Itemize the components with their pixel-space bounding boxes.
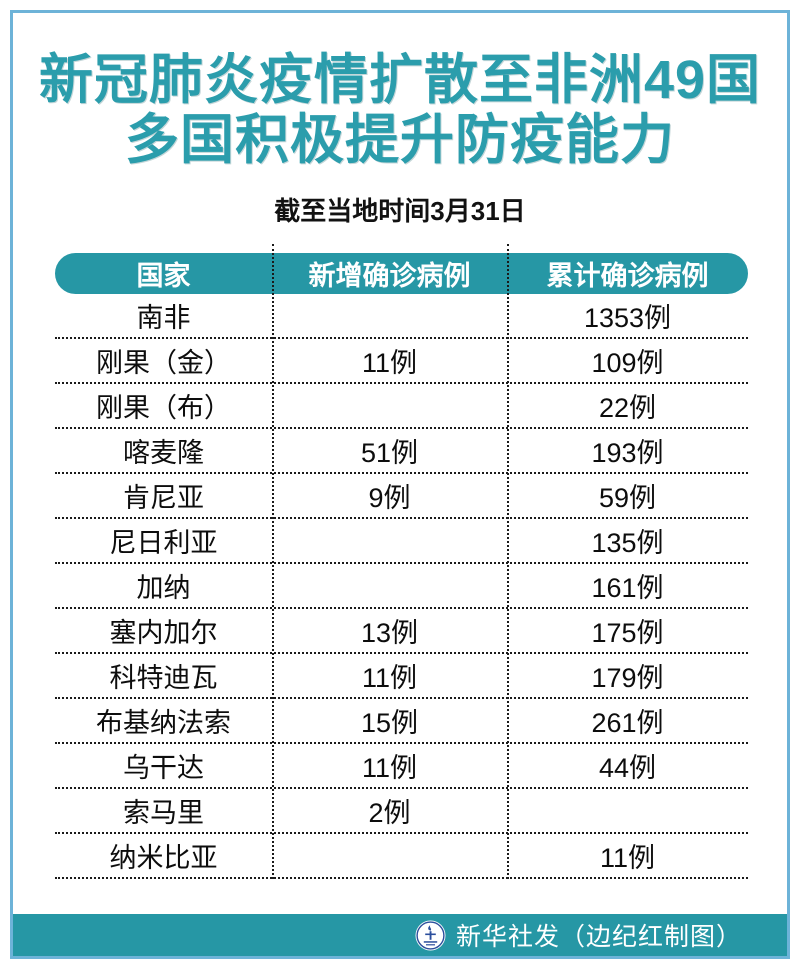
table-row: 布基纳法索 15例 261例 [55,699,748,744]
table-row: 科特迪瓦 11例 179例 [55,654,748,699]
page-title: 新冠肺炎疫情扩散至非洲49国 多国积极提升防疫能力 [0,50,800,170]
country-cell: 纳米比亚 [109,843,218,873]
country-cell: 科特迪瓦 [109,663,218,693]
country-cell: 刚果（布） [96,393,231,423]
new-cases-cell: 11例 [361,753,418,783]
country-cell: 南非 [136,303,191,333]
header-country: 国家 [136,261,191,291]
table-row: 索马里 2例 [55,789,748,834]
total-cases-cell: 22例 [598,393,657,423]
column-divider-2 [507,244,509,879]
table-row: 刚果（布） 22例 [55,384,748,429]
table-row: 乌干达 11例 44例 [55,744,748,789]
page-title-line1: 新冠肺炎疫情扩散至非洲49国 [38,50,762,110]
table-row: 尼日利亚 135例 [55,519,748,564]
total-cases-cell: 135例 [591,528,664,558]
date-subtitle: 截至当地时间3月31日 [274,196,526,226]
xinhua-logo-icon [415,920,446,951]
total-cases-cell: 261例 [591,708,664,738]
new-cases-cell: 2例 [368,798,411,828]
new-cases-cell: 9例 [368,483,411,513]
new-cases-cell: 13例 [360,618,419,648]
cases-table: 国家 新增确诊病例 累计确诊病例 南非 1353例 刚果（金） 11例 109例… [55,244,748,879]
page-border [10,10,790,959]
table-row: 纳米比亚 11例 [55,834,748,879]
total-cases-cell: 109例 [591,348,664,378]
column-divider-1 [272,244,274,879]
country-cell: 刚果（金） [96,348,231,378]
new-cases-cell: 11例 [361,663,418,693]
table-row: 肯尼亚 9例 59例 [55,474,748,519]
table-row: 刚果（金） 11例 109例 [55,339,748,384]
new-cases-cell: 51例 [360,438,419,468]
country-cell: 塞内加尔 [109,618,218,648]
table-row: 南非 1353例 [55,294,748,339]
total-cases-cell: 179例 [591,663,664,693]
total-cases-cell: 175例 [591,618,664,648]
table-row: 塞内加尔 13例 175例 [55,609,748,654]
new-cases-cell: 11例 [361,348,418,378]
header-total-cases: 累计确诊病例 [546,261,709,291]
total-cases-cell: 11例 [599,843,656,873]
new-cases-cell: 15例 [360,708,419,738]
table-row: 喀麦隆 51例 193例 [55,429,748,474]
credit-text: 新华社发（边纪红制图） [455,923,742,951]
header-new-cases: 新增确诊病例 [308,261,471,291]
page-title-line2: 多国积极提升防疫能力 [125,110,675,170]
total-cases-cell: 44例 [598,753,657,783]
country-cell: 喀麦隆 [123,438,204,468]
credit-bar: 新华社发（边纪红制图） [13,914,787,956]
total-cases-cell: 193例 [591,438,664,468]
total-cases-cell: 1353例 [583,303,672,333]
total-cases-cell: 59例 [598,483,657,513]
country-cell: 索马里 [123,798,204,828]
total-cases-cell: 161例 [591,573,664,603]
country-cell: 肯尼亚 [123,483,204,513]
country-cell: 尼日利亚 [109,528,218,558]
country-cell: 加纳 [136,573,191,603]
table-row: 加纳 161例 [55,564,748,609]
country-cell: 乌干达 [123,753,204,783]
country-cell: 布基纳法索 [96,708,231,738]
table-header-row: 国家 新增确诊病例 累计确诊病例 [55,253,748,294]
